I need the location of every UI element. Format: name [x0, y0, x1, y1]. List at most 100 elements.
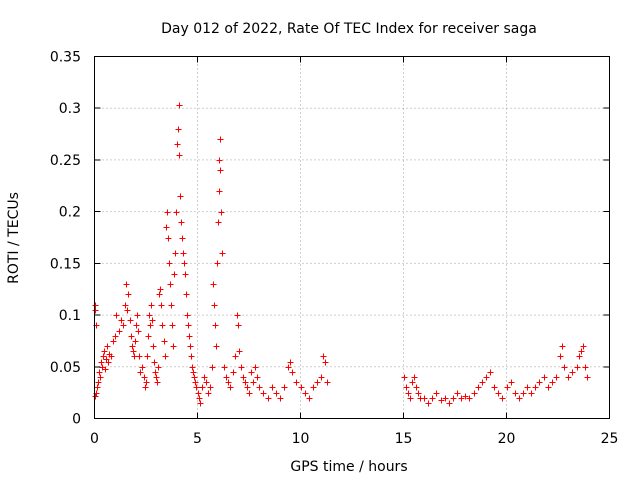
data-point	[545, 384, 552, 391]
data-point	[145, 333, 152, 340]
data-point	[293, 379, 300, 386]
data-point	[413, 384, 420, 391]
data-point	[166, 260, 173, 267]
data-point	[532, 384, 539, 391]
data-point	[265, 395, 272, 402]
data-point	[157, 286, 164, 293]
data-point	[148, 302, 155, 309]
data-point	[125, 291, 132, 298]
data-point	[475, 384, 482, 391]
data-point	[129, 343, 136, 350]
data-point	[287, 359, 294, 366]
y-axis-label: ROTI / TECUs	[6, 192, 22, 284]
data-point	[234, 312, 241, 319]
data-point	[574, 364, 581, 371]
grid	[94, 56, 610, 419]
data-point	[164, 209, 171, 216]
data-point	[462, 393, 469, 400]
data-point	[569, 369, 576, 376]
y-tick-label: 0.35	[50, 50, 81, 66]
data-point	[96, 369, 103, 376]
data-point	[324, 379, 331, 386]
data-point	[578, 348, 585, 355]
data-point	[154, 379, 161, 386]
data-point	[213, 343, 220, 350]
data-point	[161, 338, 168, 345]
data-point	[491, 384, 498, 391]
data-point	[210, 281, 217, 288]
data-point	[582, 364, 589, 371]
data-point	[176, 152, 183, 159]
data-point	[189, 364, 196, 371]
data-point	[92, 393, 99, 400]
data-point	[123, 281, 130, 288]
data-point	[561, 364, 568, 371]
data-point	[269, 384, 276, 391]
data-point	[181, 260, 188, 267]
data-point	[219, 250, 226, 257]
data-point	[183, 291, 190, 298]
data-point	[153, 374, 160, 381]
y-tick-label: 0.25	[50, 153, 81, 169]
data-point	[252, 364, 259, 371]
data-point	[201, 374, 208, 381]
data-point	[199, 384, 206, 391]
data-point	[162, 353, 169, 360]
data-point	[221, 364, 228, 371]
data-point	[139, 364, 146, 371]
data-points	[92, 102, 591, 407]
data-point	[212, 322, 219, 329]
data-point	[137, 369, 144, 376]
data-point	[188, 353, 195, 360]
data-point	[483, 374, 490, 381]
data-point	[95, 379, 102, 386]
data-point	[102, 366, 109, 373]
data-point	[113, 312, 120, 319]
data-point	[128, 333, 135, 340]
data-point	[127, 317, 134, 324]
data-point	[185, 322, 192, 329]
data-point	[173, 209, 180, 216]
data-point	[112, 333, 119, 340]
data-point	[415, 390, 422, 397]
data-point	[136, 353, 143, 360]
data-point	[168, 302, 175, 309]
data-point	[118, 317, 125, 324]
data-point	[318, 374, 325, 381]
data-point	[310, 384, 317, 391]
data-point	[159, 322, 166, 329]
data-point	[105, 359, 112, 366]
data-point	[191, 374, 198, 381]
data-point	[487, 369, 494, 376]
data-point	[520, 390, 527, 397]
data-point	[147, 322, 154, 329]
data-point	[190, 369, 197, 376]
data-point	[322, 359, 329, 366]
data-point	[218, 209, 225, 216]
data-point	[244, 384, 251, 391]
data-point	[108, 353, 115, 360]
x-tick-label: 25	[601, 431, 619, 447]
data-point	[260, 390, 267, 397]
y-tick-label: 0.05	[50, 360, 81, 376]
data-point	[230, 369, 237, 376]
data-point	[170, 343, 177, 350]
y-tick-label: 0.15	[50, 256, 81, 272]
data-point	[240, 374, 247, 381]
y-tick-label: 0	[72, 412, 81, 428]
data-point	[180, 250, 187, 257]
data-point	[446, 400, 453, 407]
data-point	[242, 379, 249, 386]
data-point	[248, 369, 255, 376]
data-point	[289, 369, 296, 376]
data-point	[450, 395, 457, 402]
data-point	[512, 390, 519, 397]
data-point	[302, 390, 309, 397]
data-point	[101, 348, 108, 355]
data-point	[143, 379, 150, 386]
data-point	[184, 312, 191, 319]
data-point	[466, 395, 473, 402]
data-point	[216, 157, 223, 164]
data-point	[97, 374, 104, 381]
